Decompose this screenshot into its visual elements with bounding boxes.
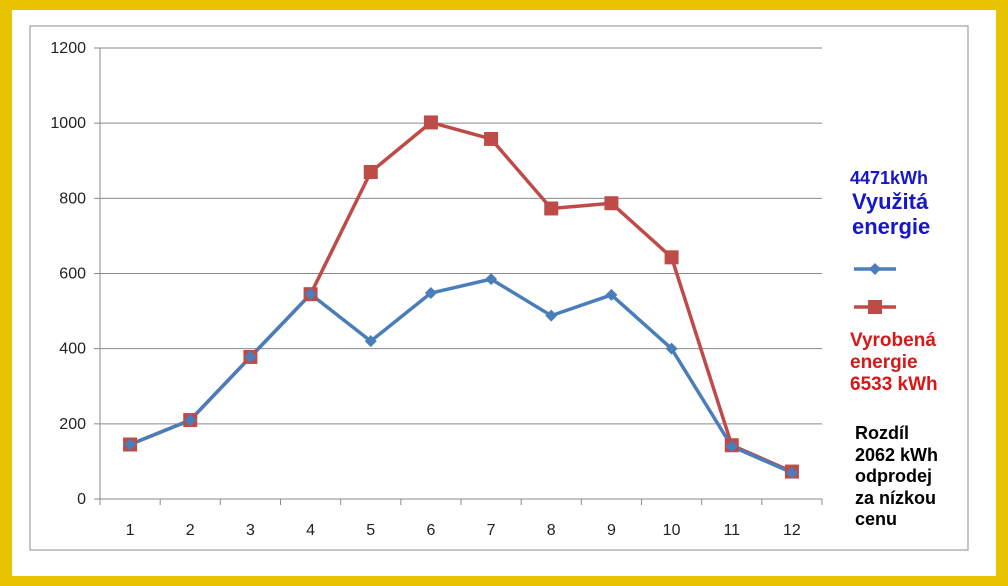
- difference-line1: Rozdíl: [855, 423, 909, 443]
- chart-frame: 0 200 400 600 800 1000 1200 1 2 3 4 5 6 7 8 9 10 11 12 447…: [12, 10, 996, 576]
- used-energy-label-line1: Využitá: [852, 188, 929, 214]
- x-tick-label-2: 2: [186, 522, 195, 539]
- produced-energy-kwh: 6533 kWh: [850, 373, 938, 395]
- x-tick-label-12: 12: [783, 522, 801, 539]
- difference-line5: cenu: [855, 509, 898, 530]
- x-tick-label-8: 8: [547, 522, 556, 539]
- used-energy-kwh: 4471kWh: [850, 168, 929, 188]
- series-2-point-7: [484, 131, 499, 146]
- series-1-point-3: [244, 350, 257, 363]
- difference-line3: odprodej: [855, 466, 932, 487]
- y-tick-label-600: 600: [59, 266, 86, 283]
- series-1-point-11: [725, 440, 738, 453]
- difference-annotation: Rozdíl 2062 kWh odprodej za nízkou cenu: [855, 423, 938, 531]
- produced-energy-label-line2: energie: [850, 351, 918, 373]
- series-2-point-8: [544, 201, 559, 216]
- series-1-line: [129, 277, 793, 475]
- difference-line2: 2062 kWh: [855, 444, 939, 465]
- difference-line4: za nízkou: [855, 487, 937, 508]
- x-tick-label-6: 6: [426, 522, 435, 539]
- x-tick-label-9: 9: [607, 522, 616, 539]
- series-2-point-6: [423, 115, 438, 130]
- plot-border: [29, 25, 969, 551]
- series-2-point-10: [664, 250, 679, 265]
- x-tick-label-3: 3: [246, 522, 255, 539]
- series-2-point-9: [604, 196, 619, 211]
- series-1-point-9: [605, 288, 618, 301]
- x-tick-label-1: 1: [126, 522, 135, 539]
- x-tick-label-5: 5: [366, 522, 375, 539]
- series-1-point-6: [424, 287, 437, 300]
- series-2-point-5: [363, 165, 378, 180]
- y-tick-label-800: 800: [59, 190, 86, 207]
- y-tick-label-0: 0: [77, 491, 86, 508]
- series-1-point-7: [485, 273, 498, 286]
- legend-series-1-marker: [869, 263, 881, 275]
- series-1-point-5: [364, 335, 377, 348]
- y-tick-label-400: 400: [59, 341, 86, 358]
- produced-energy-annotation: Vyrobená energie 6533 kWh: [850, 330, 938, 396]
- produced-energy-label-line1: Vyrobená: [850, 330, 936, 351]
- series-1-point-4: [304, 288, 317, 301]
- y-tick-label-200: 200: [59, 416, 86, 433]
- used-energy-label-line2: energie: [852, 213, 931, 239]
- x-tick-label-7: 7: [487, 522, 496, 539]
- series-1-point-10: [665, 342, 678, 355]
- used-energy-annotation: 4471kWh Využitá energie: [850, 168, 930, 239]
- x-tick-label-10: 10: [663, 522, 681, 539]
- x-tick-label-11: 11: [723, 522, 740, 539]
- series-1-point-2: [184, 414, 197, 427]
- legend-series-2-marker: [868, 300, 882, 314]
- y-tick-label-1200: 1200: [50, 40, 86, 57]
- series-1-point-8: [545, 309, 558, 322]
- series-1-point-1: [124, 438, 137, 451]
- series-2-line: [129, 120, 793, 474]
- x-tick-label-4: 4: [306, 522, 315, 539]
- y-tick-label-1000: 1000: [50, 115, 86, 132]
- series-1-point-12: [785, 466, 798, 479]
